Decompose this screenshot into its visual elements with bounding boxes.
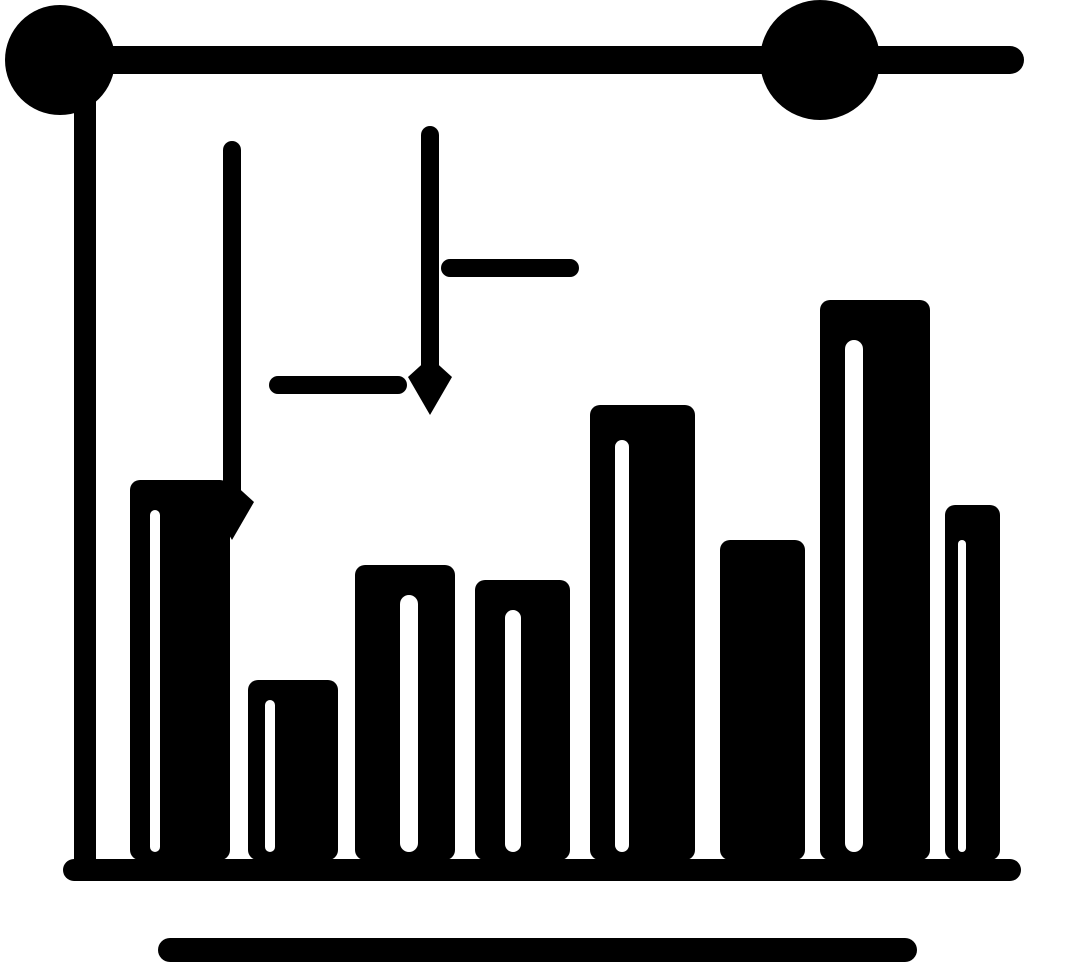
bar-6 bbox=[720, 540, 805, 860]
bar-chart-icon bbox=[0, 0, 1070, 980]
bar-8-highlight bbox=[958, 540, 966, 852]
bar-4 bbox=[475, 580, 570, 860]
top-node-left bbox=[5, 5, 115, 115]
bar-5 bbox=[590, 405, 695, 860]
bar-2-highlight bbox=[265, 700, 275, 852]
bar-5-highlight bbox=[615, 440, 629, 852]
bar-1 bbox=[130, 480, 230, 860]
bar-7 bbox=[820, 300, 930, 860]
bar-4-highlight bbox=[505, 610, 521, 852]
bar-2 bbox=[248, 680, 338, 860]
bar-8 bbox=[945, 505, 1000, 860]
bar-3-highlight bbox=[400, 595, 418, 852]
bar-7-highlight bbox=[845, 340, 863, 852]
top-node-right bbox=[760, 0, 880, 120]
bar-1-highlight bbox=[150, 510, 160, 852]
